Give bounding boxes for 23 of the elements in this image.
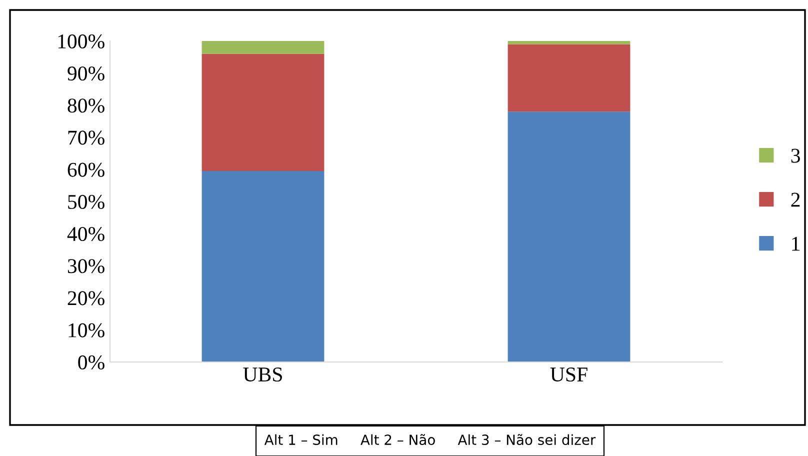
x-tick-label: USF <box>550 368 588 382</box>
bar <box>508 41 630 44</box>
y-tick-label: 10% <box>68 323 104 338</box>
y-tick-label: 20% <box>68 291 104 306</box>
y-tick-label: 70% <box>68 130 104 145</box>
bar <box>202 41 324 54</box>
y-tick-label: 0% <box>78 355 104 370</box>
y-tick-label: 80% <box>68 98 104 113</box>
bar <box>202 54 324 172</box>
y-tick-label: 30% <box>68 259 104 274</box>
legend-label: 1 <box>792 236 800 251</box>
y-tick-label: 60% <box>68 162 104 177</box>
bar <box>202 171 324 362</box>
text: Alt 1 – Sim Alt 2 – Não Alt 3 – Não sei dizer <box>264 434 596 446</box>
y-tick-label: 50% <box>68 194 104 209</box>
bar <box>508 112 630 362</box>
bar <box>508 44 630 112</box>
y-tick-label: 90% <box>68 66 104 81</box>
x-tick-label: UBS <box>243 368 282 382</box>
y-tick-label: 40% <box>67 226 104 242</box>
legend-label: 2 <box>791 192 800 207</box>
legend-label: 3 <box>791 148 800 163</box>
y-tick-label: 100% <box>58 34 104 48</box>
